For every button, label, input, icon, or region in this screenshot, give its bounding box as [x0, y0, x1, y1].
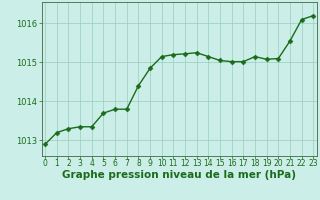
X-axis label: Graphe pression niveau de la mer (hPa): Graphe pression niveau de la mer (hPa) [62, 170, 296, 180]
